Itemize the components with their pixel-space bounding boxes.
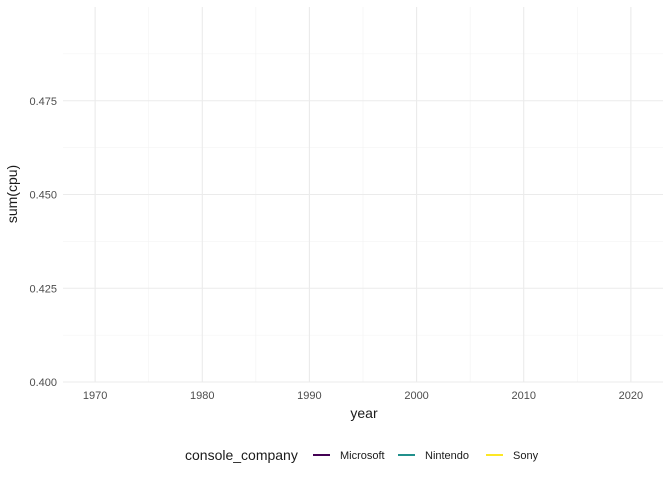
legend-items: Microsoft Nintendo Sony — [313, 450, 539, 462]
legend-title: console_company — [185, 447, 298, 463]
x-tick-labels: 1970 1980 1990 2000 2010 2020 — [83, 390, 643, 402]
x-tick-label: 1990 — [297, 390, 321, 402]
grid-major-y — [63, 100, 663, 383]
grid-minor-y — [63, 53, 663, 336]
y-tick-label: 0.425 — [29, 283, 57, 295]
x-axis-title: year — [350, 405, 378, 421]
y-tick-labels: 0.400 0.425 0.450 0.475 — [29, 96, 57, 389]
x-tick-label: 1970 — [83, 390, 107, 402]
y-axis-title: sum(cpu) — [4, 165, 20, 223]
legend-item-label: Sony — [513, 450, 539, 462]
y-tick-label: 0.450 — [29, 190, 57, 202]
x-tick-label: 1980 — [190, 390, 214, 402]
x-tick-label: 2020 — [619, 390, 643, 402]
y-tick-label: 0.400 — [29, 377, 57, 389]
x-tick-label: 2000 — [404, 390, 428, 402]
legend: console_company Microsoft Nintendo Sony — [185, 447, 539, 463]
x-tick-label: 2010 — [511, 390, 535, 402]
y-tick-label: 0.475 — [29, 96, 57, 108]
legend-item-label: Microsoft — [340, 450, 385, 462]
legend-item-label: Nintendo — [425, 450, 469, 462]
